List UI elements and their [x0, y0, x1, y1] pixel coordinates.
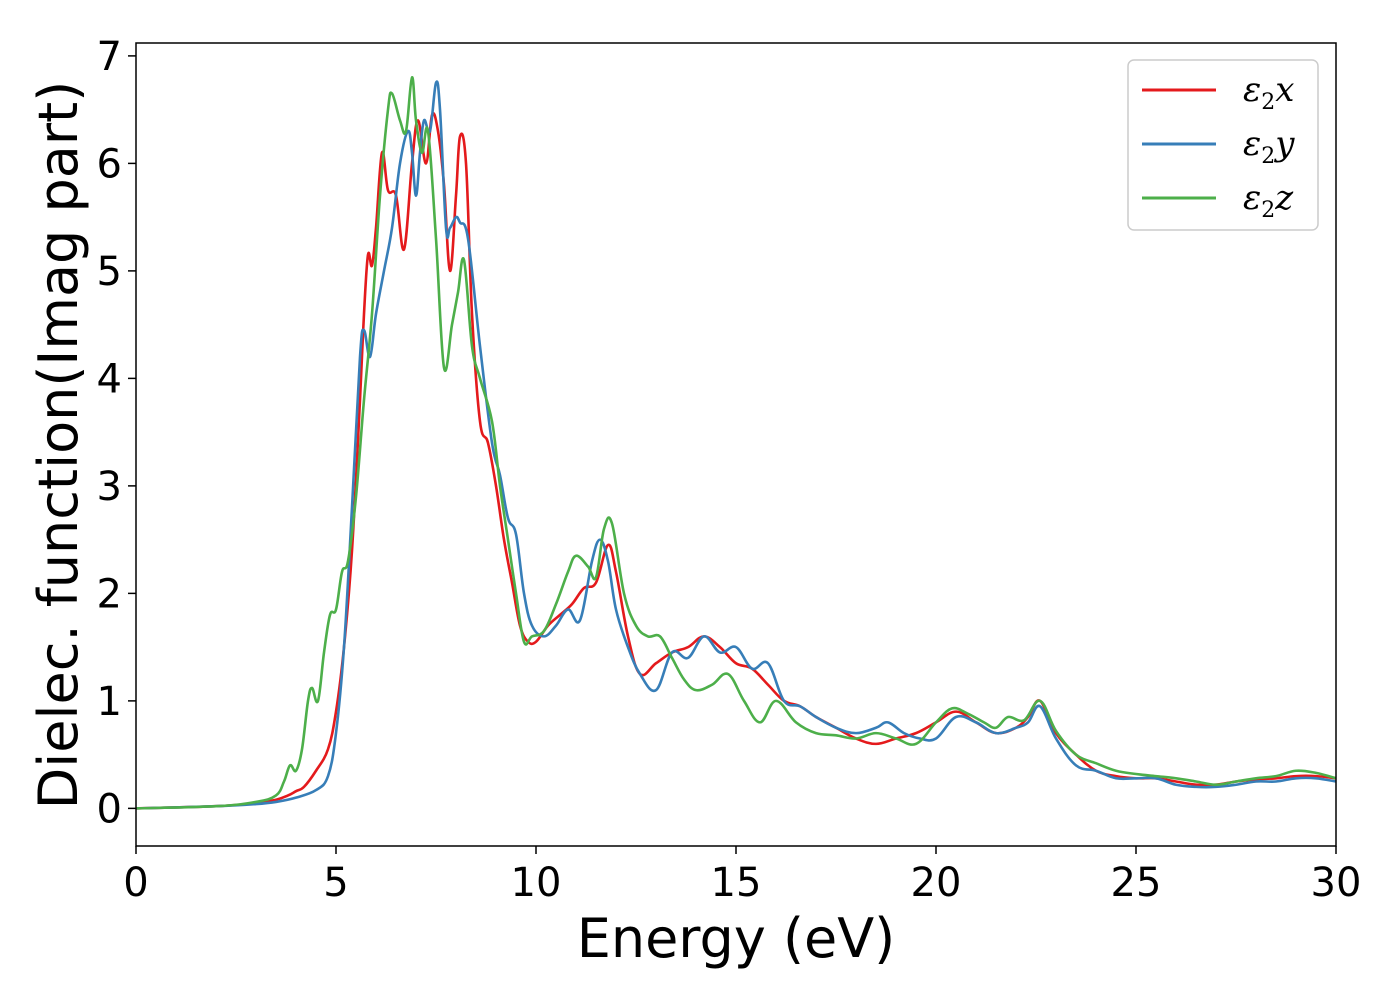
y-tick-label: 5: [97, 249, 122, 295]
y-tick-label: 0: [97, 786, 122, 832]
y-tick-label: 7: [97, 34, 122, 80]
x-tick-label: 30: [1311, 860, 1362, 906]
x-axis-ticks: 0 5 10 15 20 25 30: [123, 846, 1361, 906]
x-axis-label: Energy (eV): [577, 907, 896, 970]
x-tick-label: 5: [323, 860, 348, 906]
series-line-2: [136, 80, 1336, 810]
plot-lines: [136, 76, 1336, 810]
x-tick-label: 15: [711, 860, 762, 906]
y-axis-label: Dielec. function(Imag part): [27, 81, 90, 810]
legend-label-1: ε2x: [1243, 70, 1294, 115]
x-tick-label: 20: [911, 860, 962, 906]
legend: ε2x ε2y ε2z: [1127, 59, 1319, 231]
y-tick-label: 2: [97, 571, 122, 617]
x-tick-label: 25: [1111, 860, 1162, 906]
series-line-3: [136, 76, 1336, 810]
y-tick-label: 1: [97, 679, 122, 725]
legend-box: [1127, 59, 1319, 231]
legend-label-2: ε2y: [1243, 124, 1295, 169]
legend-label-3: ε2z: [1243, 178, 1294, 223]
y-tick-label: 6: [97, 141, 122, 187]
x-tick-label: 0: [123, 860, 148, 906]
y-axis-ticks: 0 1 2 3 4 5 6 7: [97, 34, 136, 832]
y-tick-label: 3: [97, 464, 122, 510]
y-tick-label: 4: [97, 356, 122, 402]
x-tick-label: 10: [511, 860, 562, 906]
